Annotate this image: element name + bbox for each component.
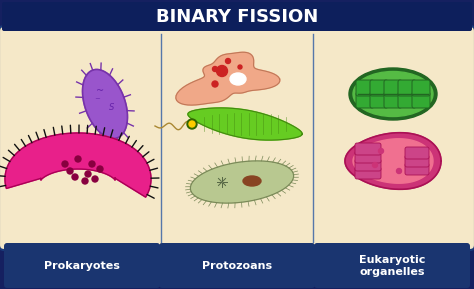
Circle shape: [97, 166, 103, 172]
Polygon shape: [353, 139, 433, 183]
Polygon shape: [345, 133, 441, 189]
Circle shape: [72, 174, 78, 180]
Text: Eukaryotic
organelles: Eukaryotic organelles: [359, 255, 425, 277]
FancyBboxPatch shape: [370, 92, 388, 108]
FancyBboxPatch shape: [356, 80, 374, 96]
Text: Prokaryotes: Prokaryotes: [44, 261, 120, 271]
FancyBboxPatch shape: [314, 243, 470, 288]
FancyBboxPatch shape: [4, 243, 160, 288]
FancyBboxPatch shape: [356, 92, 374, 108]
Polygon shape: [191, 161, 293, 203]
Circle shape: [92, 176, 98, 182]
FancyBboxPatch shape: [355, 151, 381, 163]
Circle shape: [82, 178, 88, 184]
Circle shape: [379, 149, 383, 153]
FancyBboxPatch shape: [412, 92, 430, 108]
FancyBboxPatch shape: [398, 80, 416, 96]
Text: Protozoans: Protozoans: [202, 261, 272, 271]
Circle shape: [226, 58, 230, 64]
FancyBboxPatch shape: [398, 92, 416, 108]
FancyBboxPatch shape: [405, 155, 429, 167]
FancyBboxPatch shape: [355, 167, 381, 179]
FancyBboxPatch shape: [159, 243, 315, 288]
Circle shape: [373, 162, 377, 168]
FancyBboxPatch shape: [384, 80, 402, 96]
Circle shape: [212, 66, 218, 71]
Ellipse shape: [243, 176, 261, 186]
Circle shape: [85, 171, 91, 177]
Text: BINARY FISSION: BINARY FISSION: [156, 8, 318, 26]
Circle shape: [238, 65, 242, 69]
Ellipse shape: [349, 68, 437, 120]
Text: ~: ~: [94, 96, 100, 102]
Ellipse shape: [230, 73, 246, 85]
Circle shape: [212, 81, 218, 87]
Circle shape: [75, 156, 81, 162]
FancyBboxPatch shape: [355, 143, 381, 155]
FancyBboxPatch shape: [370, 80, 388, 96]
Polygon shape: [188, 108, 302, 140]
FancyBboxPatch shape: [0, 26, 474, 250]
Circle shape: [62, 161, 68, 167]
Text: S: S: [109, 103, 115, 112]
Circle shape: [217, 66, 228, 77]
Circle shape: [396, 168, 401, 173]
FancyBboxPatch shape: [405, 163, 429, 175]
FancyBboxPatch shape: [405, 147, 429, 159]
Circle shape: [67, 168, 73, 174]
Circle shape: [187, 119, 197, 129]
FancyBboxPatch shape: [384, 92, 402, 108]
FancyBboxPatch shape: [355, 159, 381, 171]
FancyBboxPatch shape: [412, 80, 430, 96]
Polygon shape: [176, 52, 280, 105]
Ellipse shape: [353, 71, 433, 116]
Circle shape: [231, 75, 238, 82]
Circle shape: [189, 121, 195, 127]
FancyBboxPatch shape: [2, 2, 472, 31]
Polygon shape: [82, 69, 128, 138]
Text: ~: ~: [96, 86, 104, 96]
Polygon shape: [5, 133, 151, 197]
Circle shape: [89, 161, 95, 167]
